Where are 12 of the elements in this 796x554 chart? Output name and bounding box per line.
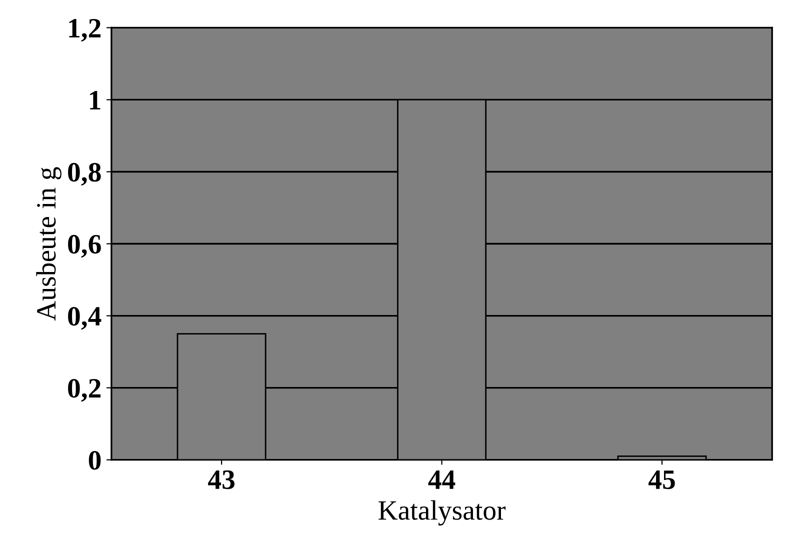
x-axis-title: Katalysator	[378, 500, 506, 526]
x-tick-label: 45	[648, 470, 675, 490]
y-tick-label: 0,6	[68, 234, 101, 258]
y-tick-label: 0	[88, 450, 101, 470]
y-tick-label: 0,2	[68, 378, 101, 402]
y-tick-label: 1,2	[69, 18, 101, 42]
y-tick-label: 0,4	[68, 306, 102, 330]
x-tick-label: 44	[428, 470, 456, 489]
x-tick-label: 43	[208, 470, 234, 490]
y-axis-title: Ausbeute in g	[36, 167, 62, 321]
y-tick-label: 1	[90, 91, 100, 110]
y-tick-label: 0,8	[68, 162, 101, 186]
